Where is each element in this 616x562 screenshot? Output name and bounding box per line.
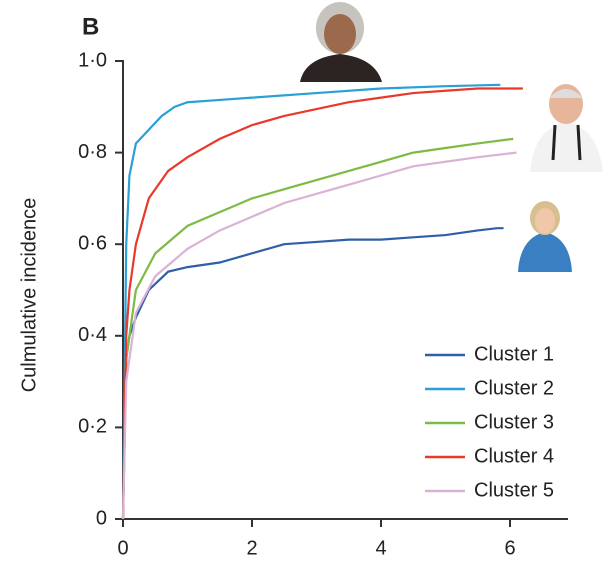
line (121, 227, 504, 520)
line (121, 83, 501, 520)
legend-label: Cluster 3 (474, 411, 554, 433)
legend-label: Cluster 5 (474, 479, 554, 501)
legend-label: Cluster 1 (474, 343, 554, 365)
x-tick-label: 4 (375, 537, 386, 559)
x-tick-label: 6 (504, 537, 515, 559)
photo-woman-2 (518, 201, 572, 272)
line (121, 151, 517, 520)
y-axis-label: Culmulative incidence (18, 198, 40, 393)
y-tick-label: 0·4 (78, 324, 107, 346)
x-tick-label: 2 (246, 537, 257, 559)
legend-label: Cluster 2 (474, 377, 554, 399)
photo-man (530, 84, 603, 172)
photo-woman-1 (298, 0, 383, 82)
y-tick-label: 1·0 (78, 49, 107, 71)
y-tick-label: 0·6 (78, 232, 107, 254)
y-tick-label: 0·8 (78, 141, 107, 163)
line (121, 87, 523, 520)
panel-label: B (82, 13, 99, 40)
y-tick-label: 0·2 (78, 416, 107, 438)
line (121, 137, 514, 520)
legend-label: Cluster 4 (474, 445, 554, 467)
y-tick-label: 0 (96, 507, 107, 529)
x-tick-label: 0 (117, 537, 128, 559)
